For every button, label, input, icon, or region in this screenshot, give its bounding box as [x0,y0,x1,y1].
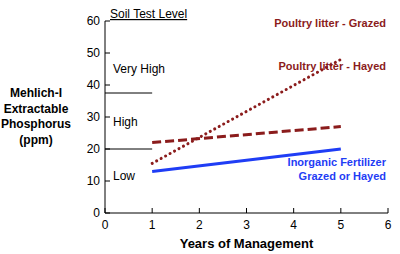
annotation: Low [113,169,135,183]
x-tick-label: 6 [385,218,392,232]
y-tick-label: 20 [87,142,101,156]
annotation: High [113,115,138,129]
x-tick-label: 1 [149,218,156,232]
y-tick-label: 40 [87,78,101,92]
y-tick-label: 0 [93,206,100,220]
x-tick [199,208,200,213]
series-label: Poultry litter - Hayed [278,60,386,72]
x-tick-label: 5 [337,218,344,232]
x-tick-label: 4 [290,218,297,232]
y-tick [105,53,110,54]
series-label-line: Inorganic Fertilizer [288,156,387,168]
y-tick [105,85,110,86]
y-tick [105,181,110,182]
series-label-line: Poultry litter - Hayed [278,60,386,72]
x-tick [388,208,389,213]
x-tick [340,208,341,213]
y-axis-label-line: Phosphorus [1,117,71,131]
x-tick [246,208,247,213]
x-tick-label: 2 [196,218,203,232]
x-tick-label: 3 [243,218,250,232]
series-line [152,59,341,163]
x-axis-label: Years of Management [180,236,314,251]
reference-line [105,149,152,150]
y-tick [105,117,110,118]
y-tick-label: 60 [87,14,101,28]
y-axis-label-line: (ppm) [19,133,52,147]
y-tick-label: 50 [87,46,101,60]
y-axis-label-line: Extractable [4,102,69,116]
series-label: Inorganic Fertilizer Grazed or Hayed [288,156,387,182]
chart-svg: 0 10 20 30 40 50 60 0 1 2 3 4 5 6 Years of Management M… [0,0,400,254]
y-axis-label: Mehlich-I ExtractablePhosphorus (ppm) [1,86,71,147]
series-label-line: Poultry litter - Grazed [274,17,386,29]
y-tick-label: 30 [87,110,101,124]
annotation: Very High [113,62,165,76]
x-tick [105,208,106,213]
x-tick-label: 0 [102,218,109,232]
plot-area [152,59,341,171]
series-label: Poultry litter - Grazed [274,17,386,29]
series-line [152,127,341,143]
y-tick [105,213,110,214]
y-axis-label-line: Mehlich-I [10,86,62,100]
chart-container: 0 10 20 30 40 50 60 0 1 2 3 4 5 6 Years of Management M… [0,0,400,254]
x-tick [152,208,153,213]
x-tick [293,208,294,213]
series-label-line: Grazed or Hayed [299,170,386,182]
y-tick-label: 10 [87,174,101,188]
reference-line [105,93,152,94]
annotation: Soil Test Level [110,7,187,21]
